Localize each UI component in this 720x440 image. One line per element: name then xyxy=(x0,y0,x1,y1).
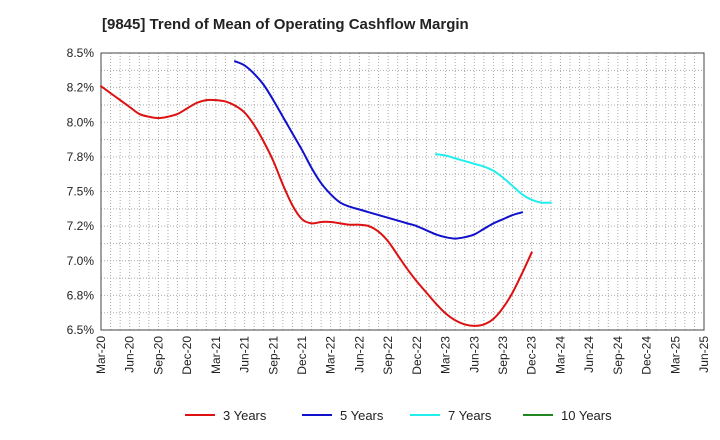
y-axis: 6.5% 6.8% 7.0% 7.2% 7.5% 7.8% 8.0% 8.2% 8.5% xyxy=(67,46,95,337)
series-layer xyxy=(100,60,552,327)
y-tick-label: 6.8% xyxy=(67,288,95,302)
x-tick-label: Dec-21 xyxy=(295,336,309,375)
x-tick-label: Dec-20 xyxy=(180,336,194,375)
x-tick-label: Dec-23 xyxy=(525,336,539,375)
y-tick-label: 6.5% xyxy=(67,323,95,337)
x-tick-label: Jun-24 xyxy=(582,336,596,373)
y-tick-label: 7.5% xyxy=(67,185,95,199)
x-tick-label: Sep-21 xyxy=(266,336,280,375)
x-tick-label: Sep-20 xyxy=(151,336,165,375)
legend-label-3-years: 3 Years xyxy=(223,408,267,423)
legend-label-10-years: 10 Years xyxy=(561,408,612,423)
x-tick-label: Jun-23 xyxy=(467,336,481,373)
x-tick-label: Mar-22 xyxy=(324,336,338,374)
series-line-5-years xyxy=(234,60,524,240)
x-tick-label: Jun-22 xyxy=(352,336,366,373)
x-tick-label: Mar-20 xyxy=(94,336,108,374)
x-tick-label: Mar-21 xyxy=(209,336,223,374)
y-tick-label: 8.2% xyxy=(67,81,95,95)
plot-frame xyxy=(100,52,705,331)
grid xyxy=(101,53,704,330)
x-tick-label: Dec-24 xyxy=(640,336,654,375)
y-tick-label: 8.0% xyxy=(67,115,95,129)
y-tick-label: 8.5% xyxy=(67,46,95,60)
legend-label-7-years: 7 Years xyxy=(448,408,492,423)
x-tick-label: Dec-22 xyxy=(410,336,424,375)
x-tick-label: Mar-25 xyxy=(668,336,682,374)
legend: 3 Years 5 Years 7 Years 10 Years xyxy=(185,408,612,423)
y-tick-label: 7.8% xyxy=(67,150,95,164)
y-tick-label: 7.2% xyxy=(67,219,95,233)
series-line-7-years xyxy=(435,153,552,204)
legend-label-5-years: 5 Years xyxy=(340,408,384,423)
chart-title: [9845] Trend of Mean of Operating Cashfl… xyxy=(102,16,469,33)
x-tick-label: Mar-23 xyxy=(439,336,453,374)
x-tick-label: Jun-25 xyxy=(697,336,711,373)
x-tick-label: Mar-24 xyxy=(553,336,567,374)
x-tick-label: Jun-21 xyxy=(238,336,252,373)
x-tick-label: Sep-22 xyxy=(381,336,395,375)
x-tick-label: Sep-24 xyxy=(611,336,625,375)
y-tick-label: 7.0% xyxy=(67,254,95,268)
x-axis: Mar-20 Jun-20 Sep-20 Dec-20 Mar-21 Jun-21 Sep-… xyxy=(94,336,711,375)
x-tick-label: Sep-23 xyxy=(496,336,510,375)
series-line-3-years xyxy=(100,85,533,327)
x-tick-label: Jun-20 xyxy=(123,336,137,373)
